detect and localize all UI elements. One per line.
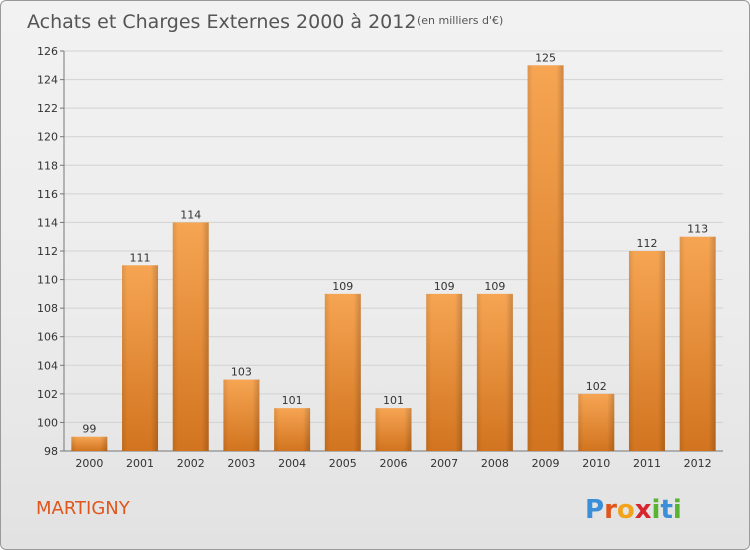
bar-shade — [71, 436, 108, 451]
bar-shade — [324, 293, 361, 451]
bars — [71, 65, 716, 452]
logo-letter: x — [635, 495, 652, 525]
bar-shade — [274, 408, 311, 451]
logo-letter: o — [617, 495, 635, 525]
x-tick-label: 2012 — [684, 457, 712, 470]
x-tick-label: 2003 — [227, 457, 255, 470]
bar-shade — [476, 293, 513, 451]
gridlines — [60, 50, 723, 452]
value-labels: 99 111 114 103 101 109 101 109 109 125 102 112 113 — [82, 51, 708, 435]
y-tick-label: 98 — [44, 445, 58, 458]
y-tick-label: 124 — [37, 74, 58, 87]
x-tick-label: 2007 — [430, 457, 458, 470]
x-tick-label: 2001 — [126, 457, 154, 470]
bar-shade — [426, 293, 463, 451]
proxiti-logo: Proxiti — [585, 495, 682, 525]
value-label: 111 — [130, 251, 151, 264]
x-tick-label: 2008 — [481, 457, 509, 470]
value-label: 112 — [636, 237, 657, 250]
x-tick-label: 2000 — [75, 457, 103, 470]
chart-unit: (en milliers d'€) — [417, 14, 503, 27]
y-tick-label: 114 — [37, 216, 58, 229]
chart-title: Achats et Charges Externes 2000 à 2012 — [27, 11, 416, 33]
value-label: 113 — [687, 223, 708, 236]
tick-labels: 98 100 102 104 106 108 110 112 114 116 118 120 122 12… — [37, 45, 712, 470]
y-tick-label: 108 — [37, 302, 58, 315]
value-label: 101 — [282, 394, 303, 407]
x-tick-label: 2010 — [582, 457, 610, 470]
bar-shade — [527, 65, 564, 452]
y-tick-label: 106 — [37, 331, 58, 344]
value-label: 109 — [434, 280, 455, 293]
logo-letter: i — [673, 495, 682, 525]
x-tick-label: 2009 — [532, 457, 560, 470]
x-tick-label: 2002 — [177, 457, 205, 470]
y-tick-label: 116 — [37, 188, 58, 201]
y-tick-label: 118 — [37, 159, 58, 172]
y-tick-label: 122 — [37, 102, 58, 115]
x-tick-label: 2005 — [329, 457, 357, 470]
value-label: 103 — [231, 366, 252, 379]
bar-shade — [679, 236, 716, 451]
y-tick-label: 126 — [37, 45, 58, 58]
x-tick-label: 2006 — [380, 457, 408, 470]
y-tick-label: 100 — [37, 416, 58, 429]
logo-letter: P — [585, 495, 604, 525]
value-label: 101 — [383, 394, 404, 407]
value-label: 114 — [180, 208, 201, 221]
logo-letter: r — [604, 495, 617, 525]
value-label: 109 — [484, 280, 505, 293]
bar-shade — [223, 379, 260, 451]
value-label: 99 — [82, 423, 96, 436]
value-label: 125 — [535, 51, 556, 64]
bar-shade — [375, 408, 412, 451]
bar-shade — [628, 251, 665, 451]
logo-letter: t — [660, 495, 672, 525]
x-tick-label: 2011 — [633, 457, 661, 470]
logo-letter: i — [652, 495, 661, 525]
place-name: MARTIGNY — [36, 498, 131, 519]
y-tick-label: 120 — [37, 131, 58, 144]
bar-shade — [578, 393, 615, 451]
bar-shade — [172, 222, 209, 451]
y-tick-label: 112 — [37, 245, 58, 258]
value-label: 109 — [332, 280, 353, 293]
y-tick-label: 104 — [37, 359, 58, 372]
y-tick-label: 110 — [37, 274, 58, 287]
x-tick-label: 2004 — [278, 457, 306, 470]
bar-shade — [122, 265, 159, 451]
value-label: 102 — [586, 380, 607, 393]
y-tick-label: 102 — [37, 388, 58, 401]
